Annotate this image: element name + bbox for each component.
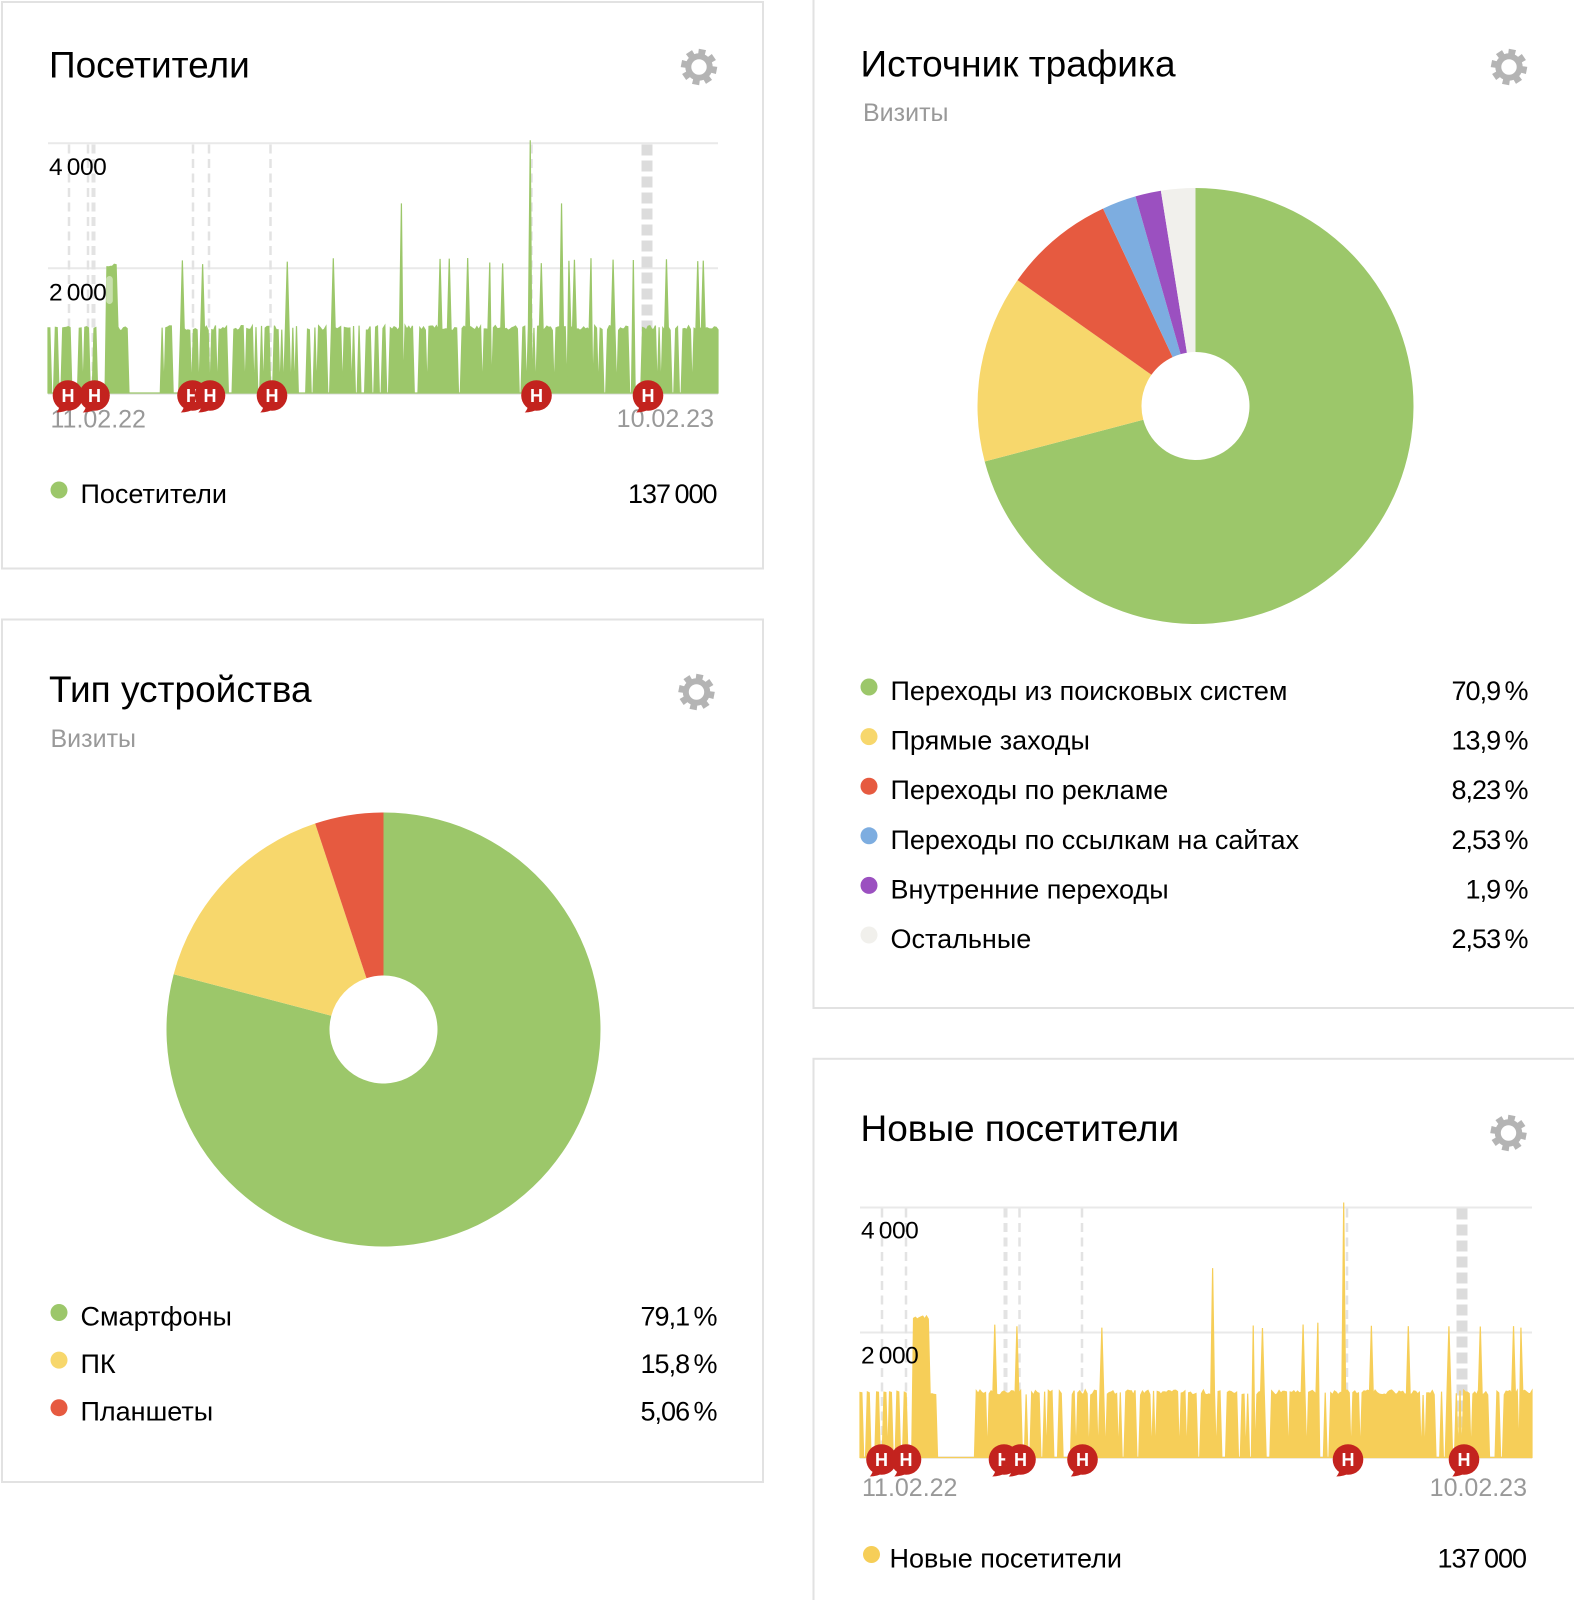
svg-text:Н: Н (875, 1450, 888, 1470)
svg-text:Посетители: Посетители (49, 45, 250, 86)
svg-text:Внутренние переходы: Внутренние переходы (891, 874, 1169, 904)
svg-text:ПК: ПК (81, 1349, 116, 1379)
svg-text:8,23 %: 8,23 % (1452, 775, 1529, 805)
svg-text:Н: Н (266, 386, 279, 406)
svg-text:2,53 %: 2,53 % (1452, 924, 1529, 954)
svg-text:Визиты: Визиты (863, 99, 949, 127)
svg-text:Н: Н (1458, 1450, 1471, 1470)
svg-text:Н: Н (1014, 1450, 1027, 1470)
svg-text:137 000: 137 000 (1437, 1544, 1526, 1574)
svg-text:Н: Н (88, 386, 101, 406)
svg-text:4 000: 4 000 (861, 1218, 918, 1245)
svg-text:4 000: 4 000 (49, 154, 106, 181)
svg-text:Переходы из поисковых систем: Переходы из поисковых систем (891, 676, 1288, 706)
svg-text:Смартфоны: Смартфоны (81, 1302, 232, 1332)
svg-text:10.02.23: 10.02.23 (617, 405, 714, 433)
svg-text:Новые посетители: Новые посетители (890, 1544, 1123, 1574)
svg-text:1,9 %: 1,9 % (1466, 874, 1529, 904)
svg-text:2,53 %: 2,53 % (1452, 825, 1529, 855)
svg-text:5,06 %: 5,06 % (641, 1397, 718, 1427)
svg-text:Источник трафика: Источник трафика (861, 44, 1176, 85)
svg-text:Переходы по ссылкам на сайтах: Переходы по ссылкам на сайтах (891, 825, 1300, 855)
svg-text:Остальные: Остальные (891, 924, 1032, 954)
svg-text:Прямые заходы: Прямые заходы (891, 726, 1090, 756)
svg-text:Планшеты: Планшеты (81, 1397, 214, 1427)
svg-text:2 000: 2 000 (49, 280, 106, 307)
svg-text:Н: Н (62, 386, 75, 406)
svg-text:Тип устройства: Тип устройства (49, 669, 312, 710)
svg-text:11.02.22: 11.02.22 (862, 1474, 957, 1502)
svg-text:70,9 %: 70,9 % (1452, 676, 1529, 706)
svg-text:13,9 %: 13,9 % (1452, 726, 1529, 756)
svg-text:Н: Н (900, 1450, 913, 1470)
svg-text:Н: Н (530, 386, 543, 406)
svg-text:Н: Н (204, 386, 217, 406)
svg-text:2 000: 2 000 (861, 1343, 918, 1370)
svg-text:15,8 %: 15,8 % (641, 1349, 718, 1379)
svg-text:Визиты: Визиты (51, 725, 137, 753)
svg-text:79,1 %: 79,1 % (641, 1302, 718, 1332)
svg-text:Н: Н (1076, 1450, 1089, 1470)
svg-text:137 000: 137 000 (628, 479, 717, 509)
svg-text:10.02.23: 10.02.23 (1430, 1474, 1527, 1502)
svg-text:Новые посетители: Новые посетители (861, 1108, 1180, 1149)
svg-text:Н: Н (642, 386, 655, 406)
svg-text:Н: Н (1342, 1450, 1355, 1470)
svg-text:Посетители: Посетители (81, 479, 228, 509)
svg-text:Переходы по рекламе: Переходы по рекламе (891, 775, 1169, 805)
